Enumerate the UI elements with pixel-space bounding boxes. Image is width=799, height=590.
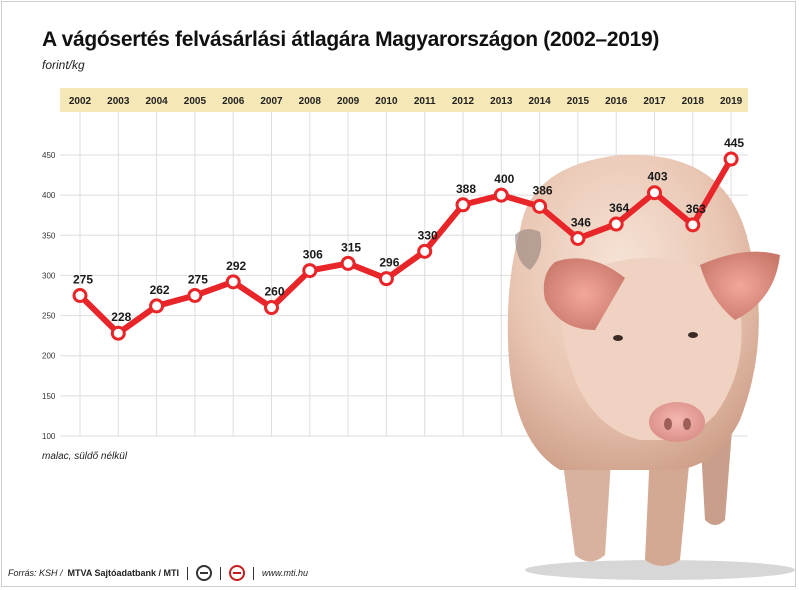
data-label: 330: [418, 228, 438, 242]
footer-divider: [187, 566, 189, 580]
footer-divider: [220, 566, 222, 580]
data-label: 363: [686, 202, 706, 216]
x-tick-label: 2007: [260, 96, 283, 107]
data-label: 260: [264, 285, 284, 299]
data-label: 403: [647, 170, 667, 184]
x-tick-label: 2018: [682, 96, 705, 107]
data-point: [455, 197, 471, 213]
x-tick-label: 2015: [567, 96, 590, 107]
source-agency: MTVA Sajtóadatbank / MTI: [67, 568, 180, 578]
data-label: 315: [341, 240, 361, 254]
data-label: 275: [73, 273, 93, 287]
x-tick-label: 2012: [452, 96, 475, 107]
data-label: 386: [533, 183, 553, 197]
data-label: 445: [724, 136, 744, 150]
y-tick-label: 250: [42, 312, 56, 321]
data-point: [723, 151, 739, 167]
mti-logo-icon: [229, 565, 246, 581]
category-band: [60, 88, 748, 112]
footer: Forrás: KSH / MTVA Sajtóadatbank / MTI w…: [8, 565, 308, 581]
data-label: 306: [303, 248, 323, 262]
data-point: [264, 300, 279, 316]
unit-label: forint/kg: [42, 58, 85, 72]
data-label: 388: [456, 182, 476, 196]
footer-divider: [253, 566, 255, 580]
x-tick-label: 2014: [528, 96, 551, 107]
data-label: 262: [150, 283, 170, 297]
mtva-logo-icon: [196, 565, 213, 581]
x-tick-label: 2003: [107, 96, 130, 107]
data-point: [110, 325, 126, 341]
x-tick-label: 2019: [720, 96, 743, 107]
data-point: [417, 243, 433, 259]
y-tick-label: 450: [42, 151, 56, 160]
y-tick-label: 200: [42, 352, 56, 361]
data-point: [187, 288, 203, 303]
data-label: 296: [379, 256, 399, 270]
x-tick-label: 2013: [490, 96, 513, 107]
data-label: 346: [571, 215, 591, 229]
chart-note: malac, süldő nélkül: [42, 451, 128, 462]
y-tick-label: 300: [42, 271, 56, 280]
data-point: [72, 288, 88, 303]
data-point: [493, 187, 509, 203]
x-tick-label: 2005: [184, 96, 207, 107]
chart-title: A vágósertés felvásárlási átlagára Magya…: [42, 28, 660, 51]
x-tick-label: 2016: [605, 96, 628, 107]
x-tick-label: 2009: [337, 96, 360, 107]
data-label: 292: [226, 259, 246, 273]
x-tick-label: 2010: [375, 96, 398, 107]
y-tick-label: 150: [42, 392, 56, 401]
data-point: [608, 216, 624, 232]
data-point: [149, 298, 165, 314]
data-point: [647, 185, 662, 201]
x-tick-label: 2011: [414, 96, 436, 107]
x-tick-label: 2006: [222, 96, 245, 107]
x-tick-label: 2004: [145, 96, 168, 107]
data-label: 228: [111, 310, 131, 324]
y-tick-label: 100: [42, 432, 56, 441]
data-point: [378, 271, 394, 287]
data-point: [302, 263, 318, 279]
website-link[interactable]: www.mti.hu: [262, 568, 309, 578]
data-point: [340, 255, 356, 271]
data-point: [570, 230, 586, 246]
x-tick-label: 2002: [69, 96, 92, 107]
data-label: 364: [609, 201, 629, 215]
data-point: [532, 198, 548, 214]
data-point: [685, 217, 701, 233]
data-point: [225, 274, 241, 290]
data-label: 275: [188, 273, 208, 287]
x-tick-label: 2008: [299, 96, 322, 107]
data-label: 400: [494, 172, 514, 186]
source-prefix: Forrás: KSH /: [8, 568, 63, 578]
x-tick-label: 2017: [643, 96, 666, 107]
y-tick-label: 350: [42, 231, 56, 240]
y-tick-label: 400: [42, 191, 56, 200]
